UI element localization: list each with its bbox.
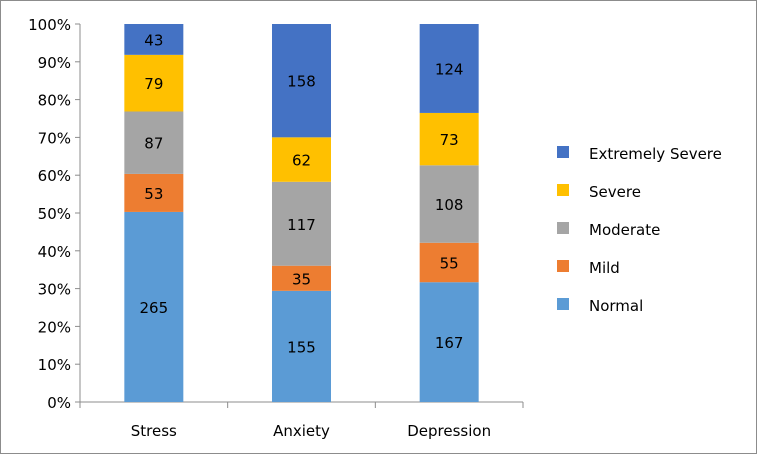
bar-segment-mild [419,242,479,283]
legend-label: Moderate [589,221,660,239]
bar-segment-mild [124,173,184,212]
legend: Extremely Severe Severe Moderate Mild Normal [557,145,722,315]
legend-label: Severe [589,183,641,201]
legend-swatch [557,222,569,234]
bar-segment-severe [272,137,331,182]
bar-segment-mild [272,265,331,291]
data-label: 43 [144,31,163,49]
legend-item: Extremely Severe [557,145,722,163]
bar-segment-severe [124,54,184,112]
data-label: 108 [435,196,464,214]
legend-item: Moderate [557,221,660,239]
legend-swatch [557,184,569,196]
legend-item: Mild [557,259,620,277]
bar-segment-extremely-severe [272,24,331,138]
bar-segment-moderate [124,111,184,174]
data-label: 167 [435,334,464,352]
x-category-label: Depression [407,422,491,440]
bar-segment-normal [419,282,479,402]
y-tick-label: 60% [38,167,71,185]
y-tick-label: 100% [28,16,71,34]
y-tick-label: 80% [38,92,71,110]
legend-item: Severe [557,183,641,201]
data-label: 79 [144,75,163,93]
y-tick-label: 40% [38,243,71,261]
data-label: 55 [440,254,459,272]
bar-segment-normal [124,211,184,402]
data-label: 117 [287,216,316,234]
data-label: 87 [144,135,163,153]
data-label: 124 [435,60,464,78]
data-label: 35 [292,270,311,288]
x-category-label: Stress [131,422,177,440]
bars: 265 53 87 79 43 155 35 117 62 158 167 55 108 73 124 [124,24,479,402]
bar-segment-moderate [419,165,479,243]
y-tick-label: 70% [38,129,71,147]
y-tick-label: 90% [38,54,71,72]
legend-item: Normal [557,297,643,315]
bar-segment-moderate [272,181,331,266]
axes: 0% 10% 20% 30% 40% 50% 60% 70% 80% 90% 100% Stress A… [28,16,524,440]
y-tick-label: 0% [47,394,71,412]
data-label: 62 [292,152,311,170]
legend-swatch [557,146,569,158]
y-tick-label: 50% [38,205,71,223]
legend-swatch [557,260,569,272]
bar-segment-severe [419,112,479,166]
bar-segment-extremely-severe [419,24,479,113]
y-tick-label: 10% [38,356,71,374]
data-label: 53 [144,185,163,203]
legend-label: Extremely Severe [589,145,722,163]
y-tick-label: 20% [38,318,71,336]
bar-segment-normal [272,290,331,402]
data-label: 155 [287,338,316,356]
y-tick-label: 30% [38,281,71,299]
legend-label: Mild [589,259,620,277]
legend-label: Normal [589,297,643,315]
bar-segment-extremely-severe [124,24,184,55]
data-label: 73 [440,131,459,149]
legend-swatch [557,298,569,310]
data-label: 158 [287,73,316,91]
x-category-label: Anxiety [273,422,330,440]
data-label: 265 [140,299,169,317]
